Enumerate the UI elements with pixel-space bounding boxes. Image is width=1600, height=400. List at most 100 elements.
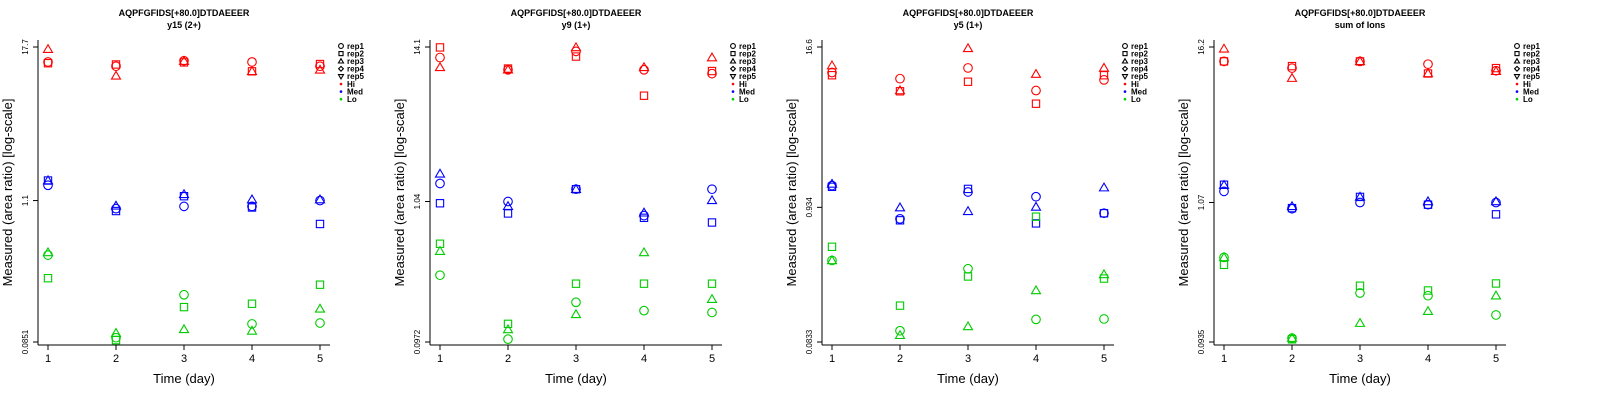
data-point-hi-rep1 — [111, 61, 121, 72]
data-point-med-rep1 — [315, 195, 325, 206]
legend-marker-rep5 — [1513, 74, 1521, 81]
data-point-hi-rep2 — [1219, 57, 1229, 66]
legend-label: rep1 — [1131, 42, 1148, 51]
legend-label: rep4 — [1523, 65, 1540, 74]
data-point-hi-rep1 — [315, 61, 325, 72]
data-point-lo-rep1 — [571, 297, 581, 308]
x-tick-label: 5 — [709, 353, 715, 365]
y-tick-label: 0.0972 — [413, 329, 422, 354]
data-point-lo-rep3 — [502, 323, 514, 334]
legend-dot-med — [339, 90, 343, 93]
y-tick-label: 1.07 — [1197, 194, 1206, 210]
data-point-med-rep2 — [639, 213, 649, 223]
data-point-lo-rep3 — [570, 308, 582, 319]
x-axis-label: Time (day) — [1329, 371, 1391, 386]
legend-marker-rep2 — [1514, 51, 1520, 57]
data-point-lo-rep2 — [707, 279, 717, 288]
data-point-med-rep3 — [826, 178, 838, 188]
data-point-lo-rep1 — [1099, 314, 1109, 324]
data-point-hi-rep3 — [706, 51, 718, 62]
data-point-med-rep2 — [111, 206, 121, 216]
x-tick-label: 4 — [1425, 353, 1431, 365]
data-point-hi-rep1 — [827, 67, 837, 78]
data-point-med-rep3 — [894, 201, 906, 212]
legend-label: rep1 — [1523, 42, 1540, 51]
data-point-hi-rep2 — [1287, 61, 1297, 71]
data-point-hi-rep1 — [639, 64, 649, 75]
x-axis-label: Time (day) — [153, 371, 215, 386]
legend-label: rep3 — [739, 57, 756, 66]
y-axis-label: Measured (area ratio) [log-scale] — [0, 99, 15, 287]
data-point-med-rep1 — [179, 201, 189, 212]
data-point-med-rep1 — [963, 187, 973, 197]
data-point-med-rep3 — [570, 183, 582, 193]
x-tick-label: 2 — [1289, 353, 1295, 365]
data-point-lo-rep2 — [43, 273, 53, 283]
data-point-hi-rep3 — [1422, 67, 1434, 78]
data-point-med-rep2 — [1031, 219, 1041, 228]
data-point-hi-rep2 — [571, 52, 581, 61]
data-point-med-rep1 — [895, 213, 905, 224]
x-tick-label: 3 — [181, 353, 187, 365]
data-point-lo-rep1 — [179, 289, 189, 300]
legend-dot-hi — [731, 82, 735, 86]
x-tick-label: 5 — [317, 353, 323, 365]
legend-marker-rep1 — [1122, 43, 1128, 49]
data-point-med-rep1 — [435, 178, 445, 189]
data-point-lo-rep1 — [503, 334, 513, 344]
data-point-med-rep3 — [1098, 182, 1110, 192]
data-point-lo-rep1 — [963, 263, 973, 274]
data-point-hi-rep2 — [707, 66, 717, 76]
legend-marker-rep3 — [729, 57, 737, 64]
y-tick-label: 16.2 — [1197, 39, 1206, 55]
legend-label: rep2 — [347, 49, 364, 58]
data-point-med-rep2 — [315, 219, 325, 229]
data-point-lo-rep3 — [314, 303, 326, 313]
data-point-med-rep2 — [895, 216, 905, 225]
legend-label: rep1 — [739, 42, 756, 51]
legend-label: Med — [1523, 87, 1539, 96]
legend-label: rep4 — [347, 65, 364, 74]
legend-marker-rep3 — [337, 57, 345, 64]
data-point-med-rep3 — [1286, 200, 1298, 211]
y-tick-label: 0.0851 — [21, 329, 30, 354]
data-point-med-rep2 — [247, 203, 257, 212]
data-point-hi-rep3 — [570, 41, 582, 52]
data-point-lo-rep3 — [110, 327, 122, 337]
data-point-med-rep1 — [1355, 197, 1365, 208]
data-point-hi-rep1 — [1031, 85, 1041, 96]
data-point-med-rep3 — [1354, 191, 1366, 201]
chart-title: AQPFGFIDS[+80.0]DTDAEEER — [511, 8, 642, 18]
data-point-med-rep3 — [1422, 195, 1434, 206]
chart-panel-3: AQPFGFIDS[+80.0]DTDAEEER y5 (1+) 1 2 3 4 5 0.08… — [784, 8, 1148, 386]
legend-label: rep5 — [1131, 72, 1148, 81]
legend-marker-rep1 — [338, 43, 344, 49]
chart-subtitle: sum of Ions — [1335, 20, 1386, 30]
data-point-hi-rep3 — [1218, 43, 1230, 53]
legend-label: Hi — [1131, 80, 1139, 89]
x-tick-label: 3 — [1357, 353, 1363, 365]
legend-label: Lo — [1523, 95, 1533, 104]
data-point-hi-rep1 — [43, 57, 53, 67]
x-tick-label: 3 — [965, 353, 971, 365]
data-point-med-rep1 — [1099, 208, 1109, 219]
data-point-lo-rep3 — [1354, 317, 1366, 327]
legend-label: rep3 — [347, 57, 364, 66]
data-point-lo-rep3 — [434, 245, 446, 255]
data-point-hi-rep3 — [314, 64, 326, 74]
data-point-med-rep3 — [314, 193, 326, 204]
data-point-med-rep3 — [246, 193, 258, 204]
data-point-hi-rep2 — [827, 71, 837, 80]
data-point-hi-rep2 — [315, 59, 325, 69]
y-tick-label: 0.934 — [805, 197, 814, 218]
data-point-med-rep2 — [1099, 209, 1109, 218]
data-point-hi-rep2 — [963, 77, 973, 86]
x-axis-label: Time (day) — [937, 371, 999, 386]
data-point-lo-rep3 — [42, 246, 54, 257]
data-point-hi-rep3 — [1490, 65, 1502, 76]
data-point-hi-rep3 — [178, 55, 190, 65]
data-point-hi-rep1 — [1099, 75, 1109, 85]
x-tick-label: 5 — [1493, 353, 1499, 365]
legend-label: rep5 — [739, 72, 756, 81]
